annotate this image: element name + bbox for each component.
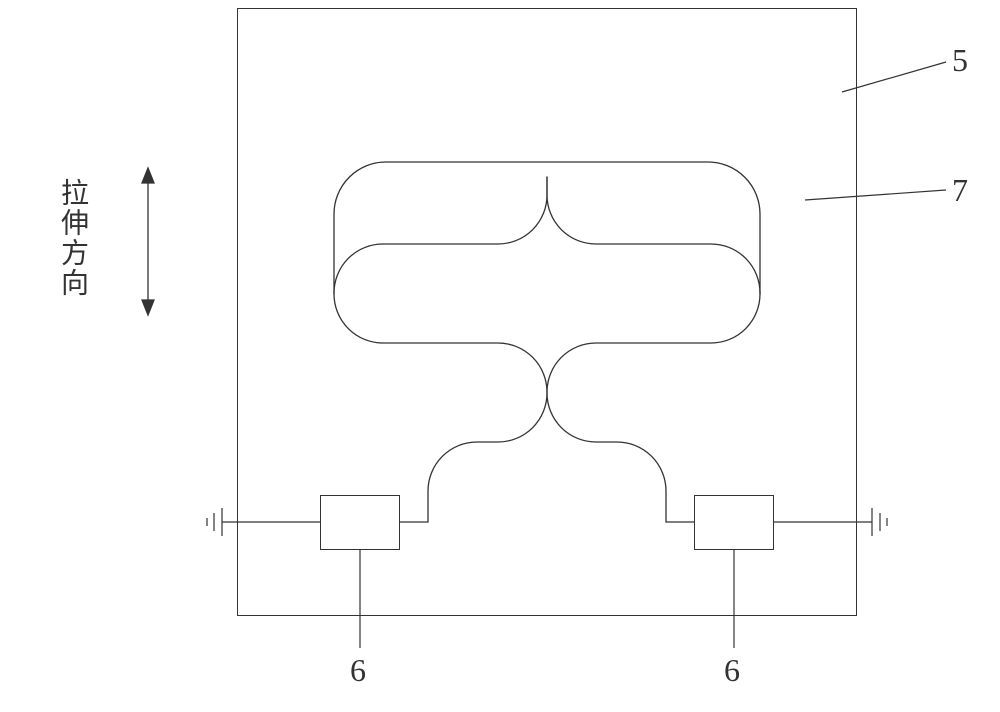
serpentine-path	[360, 160, 800, 495]
stretch-direction-label: 拉伸方向	[52, 178, 92, 298]
ground-right-icon	[872, 508, 887, 536]
diagram-container: 拉伸方向 5 7 6 6	[0, 0, 1000, 712]
stretch-arrow-icon	[142, 168, 154, 315]
serpentine-left	[334, 292, 548, 521]
serpentine	[334, 162, 760, 522]
ref-label-6-right: 6	[724, 652, 740, 689]
electrode-pad-right	[694, 495, 774, 550]
ref-label-5: 5	[952, 42, 968, 79]
callout-7-line	[805, 190, 946, 200]
ref-label-6-left: 6	[350, 652, 366, 689]
ref-label-7: 7	[952, 172, 968, 209]
ground-left-icon	[207, 508, 222, 536]
electrode-pad-left	[320, 495, 400, 550]
callout-5-line	[842, 62, 946, 92]
serpentine-svg	[0, 0, 1000, 712]
